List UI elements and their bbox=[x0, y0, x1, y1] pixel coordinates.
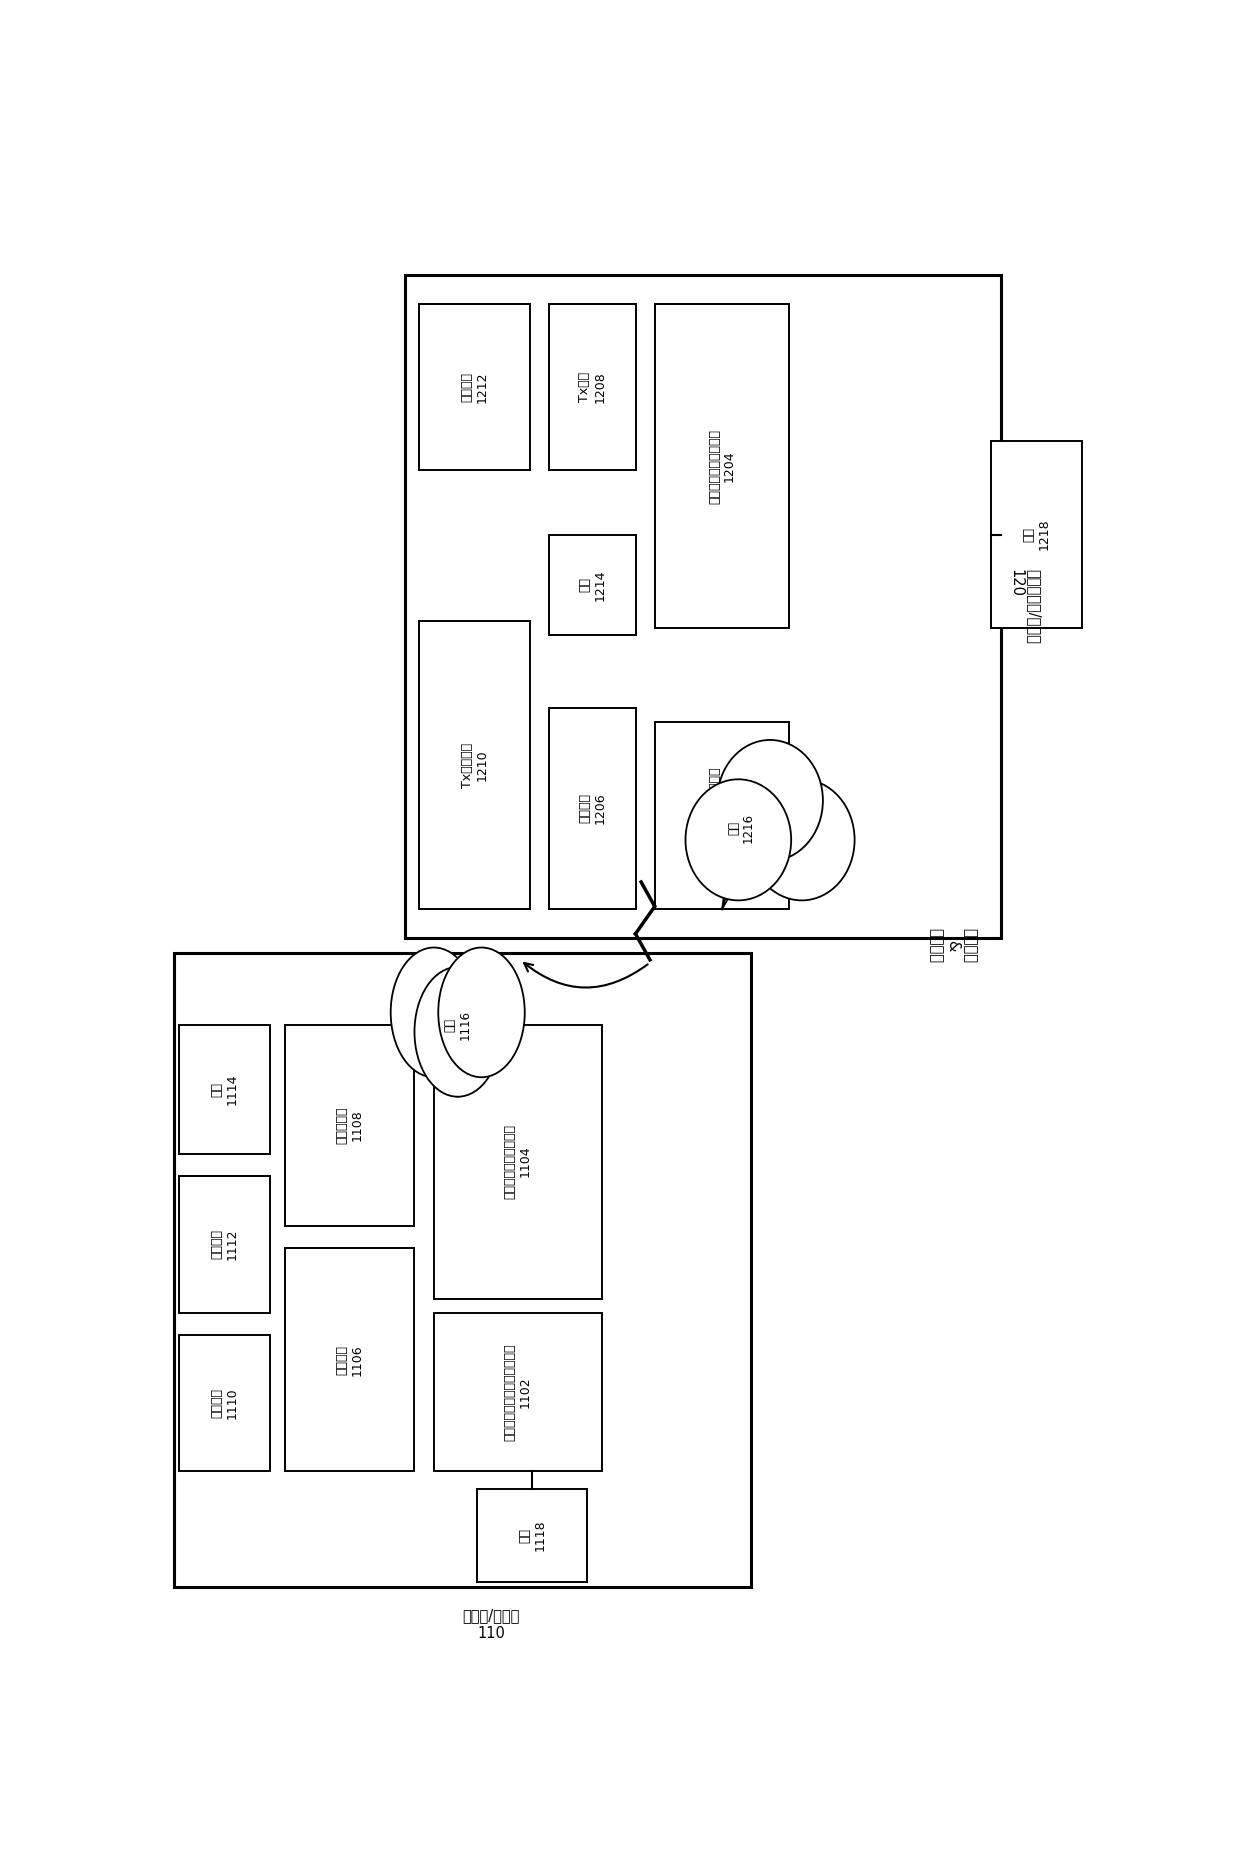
Bar bbox=[549, 535, 635, 635]
Text: 配对
1214: 配对 1214 bbox=[578, 569, 606, 601]
Ellipse shape bbox=[686, 779, 791, 900]
Bar bbox=[991, 442, 1083, 629]
Bar bbox=[179, 1024, 270, 1155]
FancyArrowPatch shape bbox=[525, 962, 647, 988]
Circle shape bbox=[438, 947, 525, 1076]
Text: 接收器检测
1108: 接收器检测 1108 bbox=[336, 1106, 363, 1144]
Text: 功率、频率和线圈控制
1204: 功率、频率和线圈控制 1204 bbox=[708, 429, 737, 504]
Text: 数据调制
1110: 数据调制 1110 bbox=[211, 1387, 238, 1419]
Circle shape bbox=[391, 947, 477, 1076]
Text: 操作请求
1206: 操作请求 1206 bbox=[578, 792, 606, 824]
Text: 线圈
1116: 线圈 1116 bbox=[444, 1011, 471, 1041]
Text: 环境调适
1112: 环境调适 1112 bbox=[211, 1228, 238, 1260]
Bar bbox=[179, 1335, 270, 1471]
Bar bbox=[179, 1176, 270, 1312]
Bar bbox=[549, 708, 635, 910]
Text: Tx特征调适
1210: Tx特征调适 1210 bbox=[460, 743, 489, 788]
Text: 充电站/信标站
110: 充电站/信标站 110 bbox=[463, 1608, 520, 1642]
Text: 无线充电
&
位置跟踪: 无线充电 & 位置跟踪 bbox=[928, 929, 977, 962]
Text: 配对
1114: 配对 1114 bbox=[211, 1075, 238, 1104]
Text: 环境调适
1212: 环境调适 1212 bbox=[460, 371, 489, 402]
Bar bbox=[655, 723, 789, 910]
Ellipse shape bbox=[749, 779, 854, 900]
Bar bbox=[655, 303, 789, 629]
Bar bbox=[285, 1024, 414, 1226]
Bar bbox=[477, 1488, 588, 1582]
Text: 功率、频率和线圈控制
1104: 功率、频率和线圈控制 1104 bbox=[503, 1123, 532, 1200]
Bar bbox=[404, 275, 1001, 938]
Bar bbox=[434, 1312, 601, 1471]
Text: Tx检测
1208: Tx检测 1208 bbox=[578, 371, 606, 402]
Bar bbox=[174, 953, 751, 1587]
Bar bbox=[285, 1249, 414, 1471]
Circle shape bbox=[414, 968, 501, 1097]
Bar bbox=[419, 303, 529, 470]
Text: 电源
1118: 电源 1118 bbox=[518, 1520, 546, 1552]
Text: 电源
1218: 电源 1218 bbox=[1023, 519, 1050, 550]
Text: 控制、放大器和功率电子器件
1102: 控制、放大器和功率电子器件 1102 bbox=[503, 1344, 532, 1441]
Bar bbox=[549, 303, 635, 470]
Text: 功率接收器/传感器
120: 功率接收器/传感器 120 bbox=[1008, 569, 1040, 644]
Bar bbox=[434, 1024, 601, 1299]
Text: 控制、放大器和功率电子器件
1202: 控制、放大器和功率电子器件 1202 bbox=[708, 768, 737, 865]
Text: 异物检测
1106: 异物检测 1106 bbox=[336, 1344, 363, 1376]
Ellipse shape bbox=[717, 739, 823, 861]
Text: 线圈
1216: 线圈 1216 bbox=[727, 812, 755, 842]
Bar bbox=[419, 622, 529, 910]
